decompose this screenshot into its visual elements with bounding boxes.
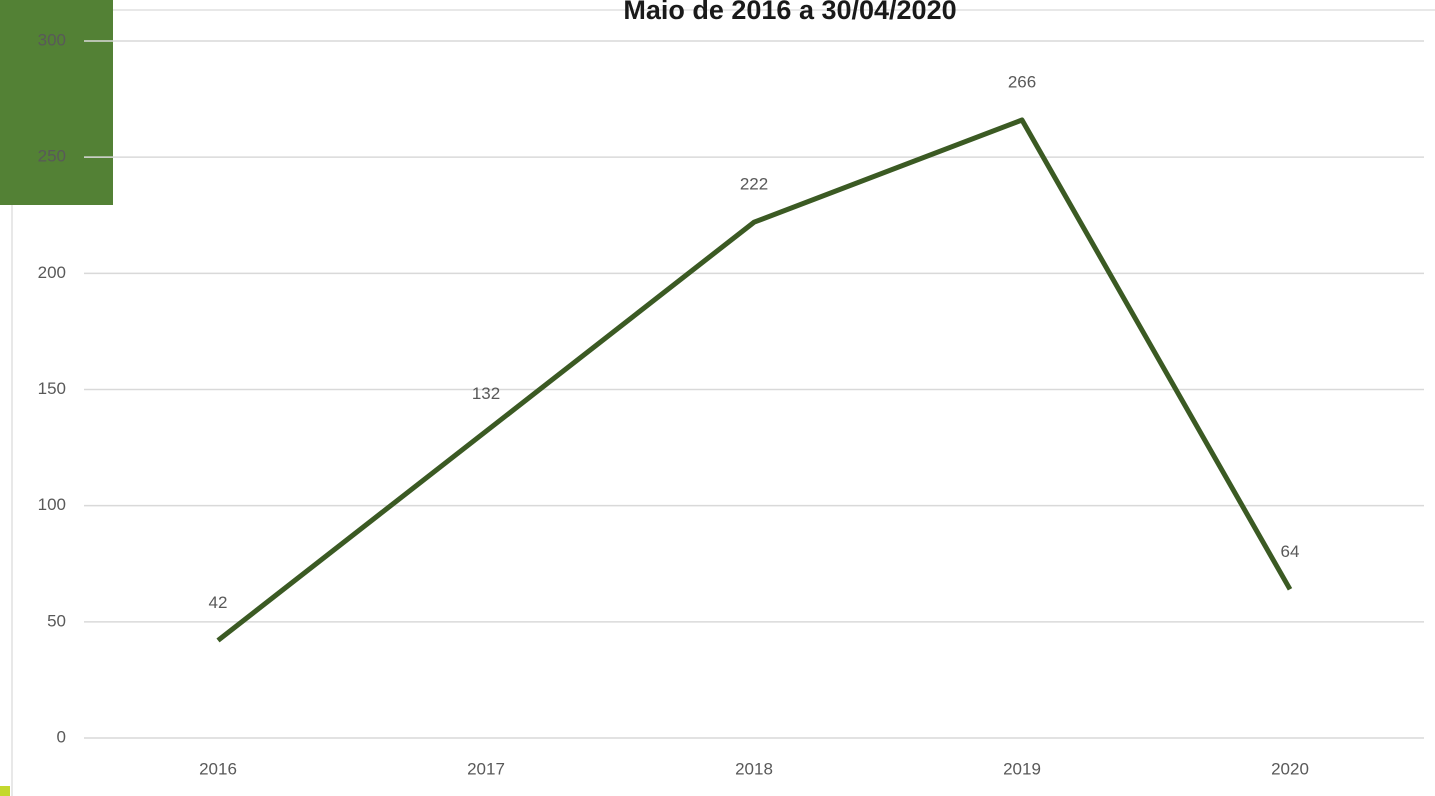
data-label: 222: [740, 175, 768, 194]
y-tick-label: 150: [38, 379, 66, 398]
x-tick-label: 2020: [1271, 759, 1309, 778]
data-label: 42: [209, 593, 228, 612]
decor-bar: [0, 0, 113, 205]
data-label: 64: [1281, 542, 1300, 561]
y-tick-label: 200: [38, 263, 66, 282]
y-tick-label: 100: [38, 495, 66, 514]
line-series: [216, 117, 1293, 643]
data-label: 266: [1008, 72, 1036, 91]
y-tick-label: 250: [38, 147, 66, 166]
y-tick-label: 50: [47, 611, 66, 630]
y-tick-label: 300: [38, 30, 66, 49]
x-tick-label: 2018: [735, 759, 773, 778]
chart-title: Maio de 2016 a 30/04/2020: [623, 0, 956, 25]
x-tick-label: 2017: [467, 759, 505, 778]
decor-square: [0, 786, 10, 796]
y-tick-label: 0: [57, 727, 66, 746]
x-tick-label: 2016: [199, 759, 237, 778]
data-label: 132: [472, 384, 500, 403]
x-tick-label: 2019: [1003, 759, 1041, 778]
